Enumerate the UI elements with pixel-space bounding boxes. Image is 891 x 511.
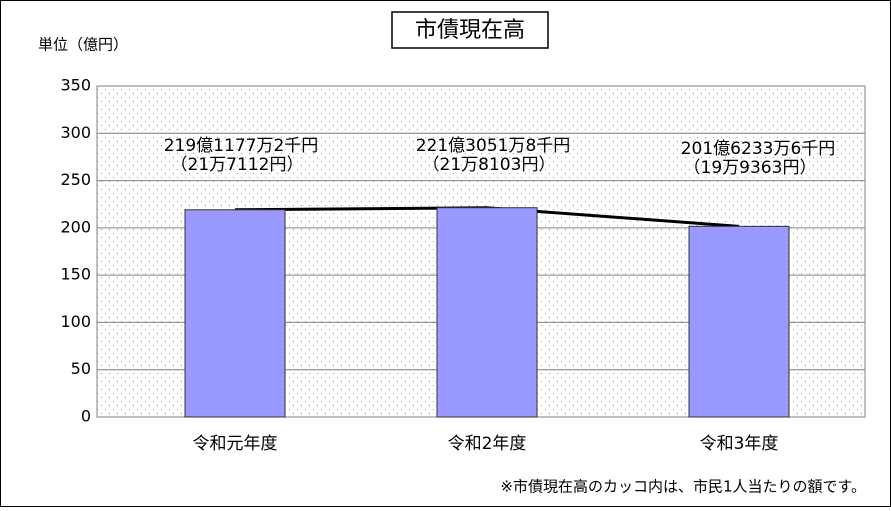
y-tick-label: 200 (60, 217, 91, 236)
value-label: 221億3051万8千円 (416, 136, 571, 156)
x-tick-label: 令和2年度 (448, 434, 527, 454)
y-tick-label: 100 (60, 312, 91, 331)
value-label: 201億6233万6千円 (681, 139, 836, 159)
x-tick-label: 令和3年度 (700, 434, 779, 454)
title-box (391, 11, 549, 49)
bar (184, 209, 286, 418)
value-label: 219億1177万2千円 (164, 136, 319, 156)
y-tick-label: 0 (81, 407, 91, 426)
y-tick-label: 250 (60, 170, 91, 189)
per-capita-label: （19万9363円） (684, 158, 817, 178)
x-tick-label: 令和元年度 (193, 434, 278, 454)
y-tick-label: 350 (60, 76, 91, 95)
per-capita-label: （21万7112円） (171, 155, 304, 175)
footnote: ※市債現在高のカッコ内は、市民1人当たりの額です。 (500, 478, 866, 496)
bar (688, 225, 790, 418)
y-tick-label: 50 (71, 359, 91, 378)
y-unit-label: 単位（億円） (38, 36, 128, 54)
chart-title: 市債現在高 (415, 18, 525, 43)
bar (436, 207, 538, 418)
y-tick-label: 300 (60, 123, 91, 142)
per-capita-label: （21万8103円） (423, 155, 556, 175)
y-tick-label: 150 (60, 265, 91, 284)
